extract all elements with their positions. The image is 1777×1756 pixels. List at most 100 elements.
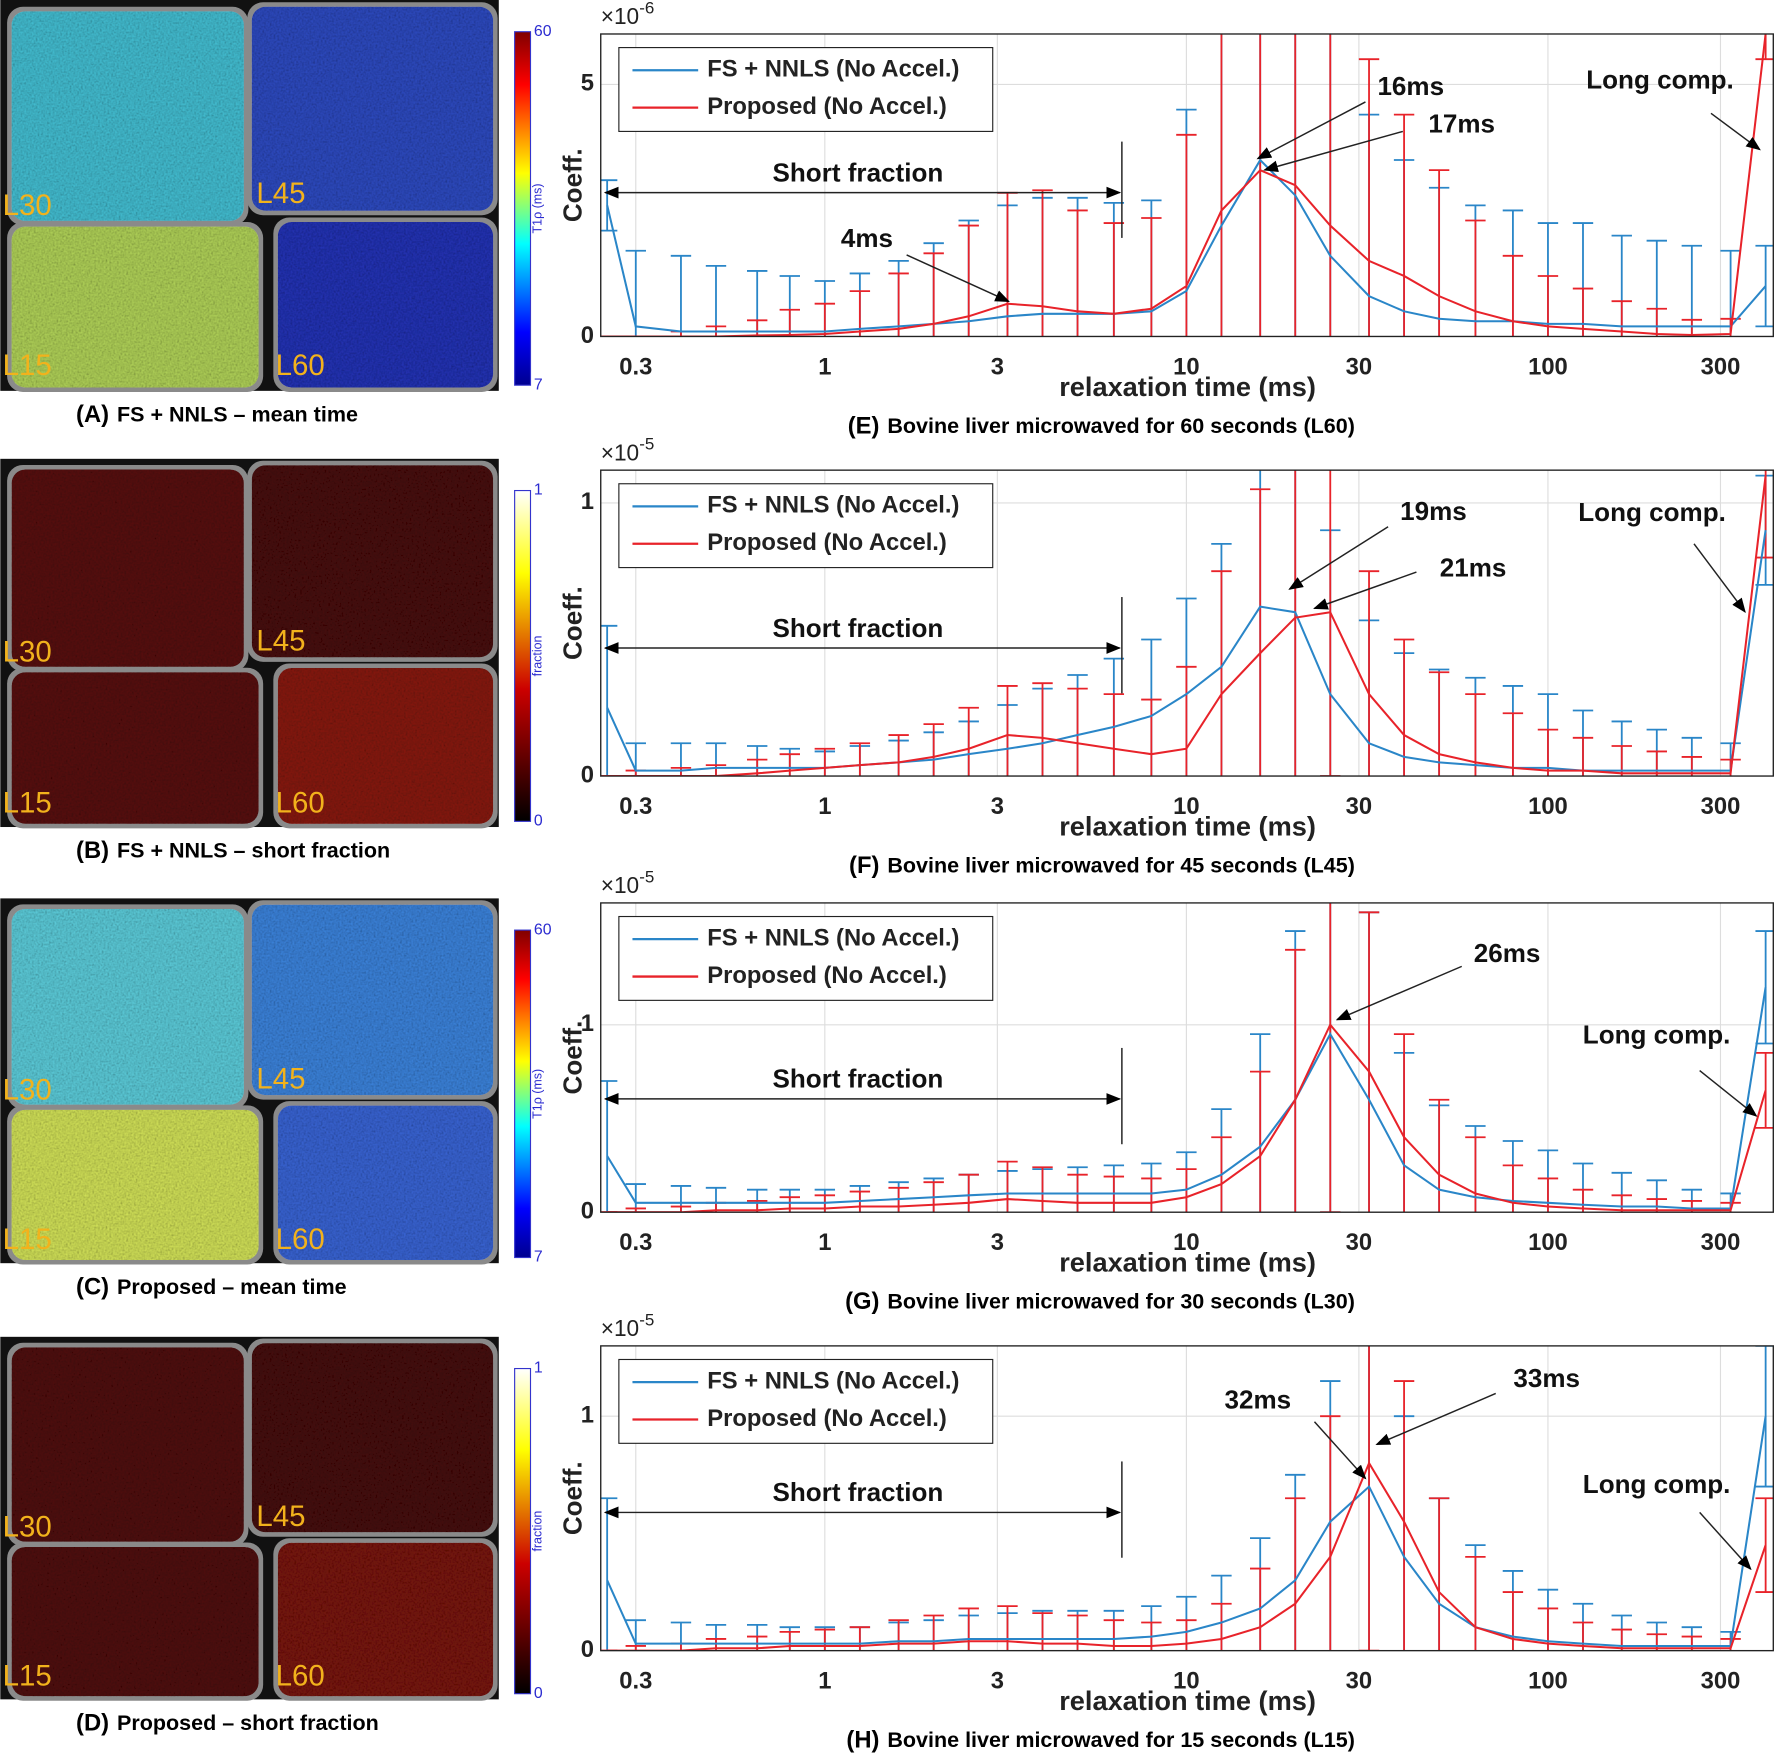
x-tick-label: 300	[1701, 1229, 1741, 1256]
error-bar	[1755, 244, 1774, 328]
panel-caption: FS + NNLS – mean time	[117, 402, 358, 426]
panel-label: (F)	[849, 852, 879, 879]
legend-box	[618, 915, 994, 1001]
x-tick-label: 3	[991, 1668, 1004, 1695]
panel-caption: Proposed – mean time	[117, 1275, 347, 1299]
tissue-label: L15	[3, 349, 52, 382]
tissue-label: L45	[256, 177, 305, 210]
y-tick-label: 0	[581, 761, 594, 788]
x-tick-label: 30	[1346, 793, 1372, 820]
error-bar	[1755, 930, 1774, 1045]
x-tick-label: 0.3	[619, 793, 652, 820]
x-tick-label: 1	[818, 353, 831, 380]
colorbar-label: T1ρ (ms)	[531, 1069, 545, 1119]
error-bar	[600, 1080, 618, 1213]
y-scale-label: ×10	[601, 1315, 639, 1341]
colorbar	[514, 31, 532, 386]
tissue-label: L30	[3, 1074, 52, 1107]
annotation-arrow	[1699, 1511, 1752, 1571]
annotation: 21ms	[1440, 553, 1507, 583]
annotation-arrow	[1263, 130, 1404, 173]
tissue-label: L15	[3, 787, 52, 820]
legend-label: Proposed (No Accel.)	[707, 93, 947, 120]
error-bar	[1755, 1497, 1774, 1593]
x-axis-label: relaxation time (ms)	[1059, 1247, 1316, 1278]
error-bar	[1755, 33, 1774, 61]
series-line	[607, 475, 1767, 777]
x-tick-label: 100	[1528, 1668, 1568, 1695]
colorbar-tick-label: 60	[534, 23, 552, 40]
chart-caption: Bovine liver microwaved for 30 seconds (…	[887, 1290, 1355, 1314]
x-tick-label: 300	[1701, 793, 1741, 820]
chart-caption: Bovine liver microwaved for 60 seconds (…	[887, 414, 1355, 438]
panel-label: (A)	[76, 401, 109, 428]
colorbar-tick-label: 1	[534, 1360, 543, 1377]
x-axis-label: relaxation time (ms)	[1059, 810, 1316, 841]
annotation: Short fraction	[773, 613, 944, 643]
error-bar	[625, 1207, 646, 1213]
x-tick-label: 300	[1701, 353, 1741, 380]
annotation: Short fraction	[773, 157, 944, 187]
annotation: 19ms	[1400, 496, 1467, 526]
x-axis-label: relaxation time (ms)	[1059, 1685, 1316, 1716]
tissue-map	[11, 469, 244, 667]
x-tick-label: 0.3	[619, 353, 652, 380]
y-scale-exponent: -5	[639, 867, 654, 886]
tissue-label: L45	[256, 625, 305, 658]
series-line	[607, 1022, 1767, 1213]
y-scale-label: ×10	[601, 439, 639, 465]
panel-label: (B)	[76, 837, 109, 864]
tissue-label: L60	[276, 1659, 325, 1692]
error-bar	[670, 1205, 692, 1213]
y-tick-label: 1	[581, 488, 594, 515]
annotation: Long comp.	[1578, 497, 1726, 527]
y-tick-label: 1	[581, 1010, 594, 1037]
series-line	[607, 33, 1767, 337]
x-tick-label: 300	[1701, 1668, 1741, 1695]
series-line	[606, 158, 1767, 333]
colorbar-label: fraction	[531, 1511, 545, 1552]
colorbar-label: fraction	[531, 635, 545, 676]
x-tick-label: 10	[1173, 353, 1199, 380]
panel-label: (C)	[76, 1273, 109, 1300]
y-scale-exponent: -5	[639, 1310, 654, 1329]
annotation-arrow	[1313, 571, 1417, 610]
x-tick-label: 3	[991, 793, 1004, 820]
y-axis-label: Coeff.	[558, 1461, 588, 1535]
tissue-label: L60	[276, 787, 325, 820]
legend-label: FS + NNLS (No Accel.)	[707, 924, 959, 951]
plot-frame	[600, 1345, 1774, 1652]
annotation: 26ms	[1474, 938, 1541, 968]
annotation: 17ms	[1428, 109, 1495, 139]
plot-frame	[600, 902, 1774, 1213]
legend-box	[618, 483, 994, 569]
annotation: 32ms	[1225, 1384, 1292, 1414]
annotation: Short fraction	[773, 1477, 944, 1507]
colorbar-tick-label: 0	[534, 813, 543, 830]
y-axis-label: Coeff.	[558, 148, 588, 222]
tissue-label: L60	[276, 1223, 325, 1256]
chart-caption: Bovine liver microwaved for 45 seconds (…	[887, 853, 1355, 877]
x-tick-label: 30	[1346, 1668, 1372, 1695]
x-tick-label: 1	[818, 793, 831, 820]
x-tick-label: 0.3	[619, 1668, 652, 1695]
annotation-arrow	[1288, 526, 1389, 590]
tissue-map	[277, 1542, 494, 1697]
y-scale-label: ×10	[601, 3, 639, 29]
series-line	[606, 987, 1767, 1210]
annotation-arrow	[1375, 1392, 1497, 1446]
chart-caption: Bovine liver microwaved for 15 seconds (…	[887, 1728, 1355, 1752]
y-tick-label: 0	[581, 322, 594, 349]
x-tick-label: 100	[1528, 1229, 1568, 1256]
x-tick-label: 10	[1173, 1229, 1199, 1256]
colorbar-tick-label: 7	[534, 376, 543, 393]
legend-label: FS + NNLS (No Accel.)	[707, 1367, 959, 1394]
annotation: 33ms	[1513, 1363, 1580, 1393]
annotation-arrow	[1335, 965, 1463, 1021]
error-bar	[705, 325, 727, 337]
legend-label: FS + NNLS (No Accel.)	[707, 492, 959, 519]
annotation: 16ms	[1377, 71, 1444, 101]
tissue-label: L30	[3, 1511, 52, 1544]
panel-label: (H)	[846, 1727, 879, 1754]
legend-box	[618, 1358, 994, 1444]
